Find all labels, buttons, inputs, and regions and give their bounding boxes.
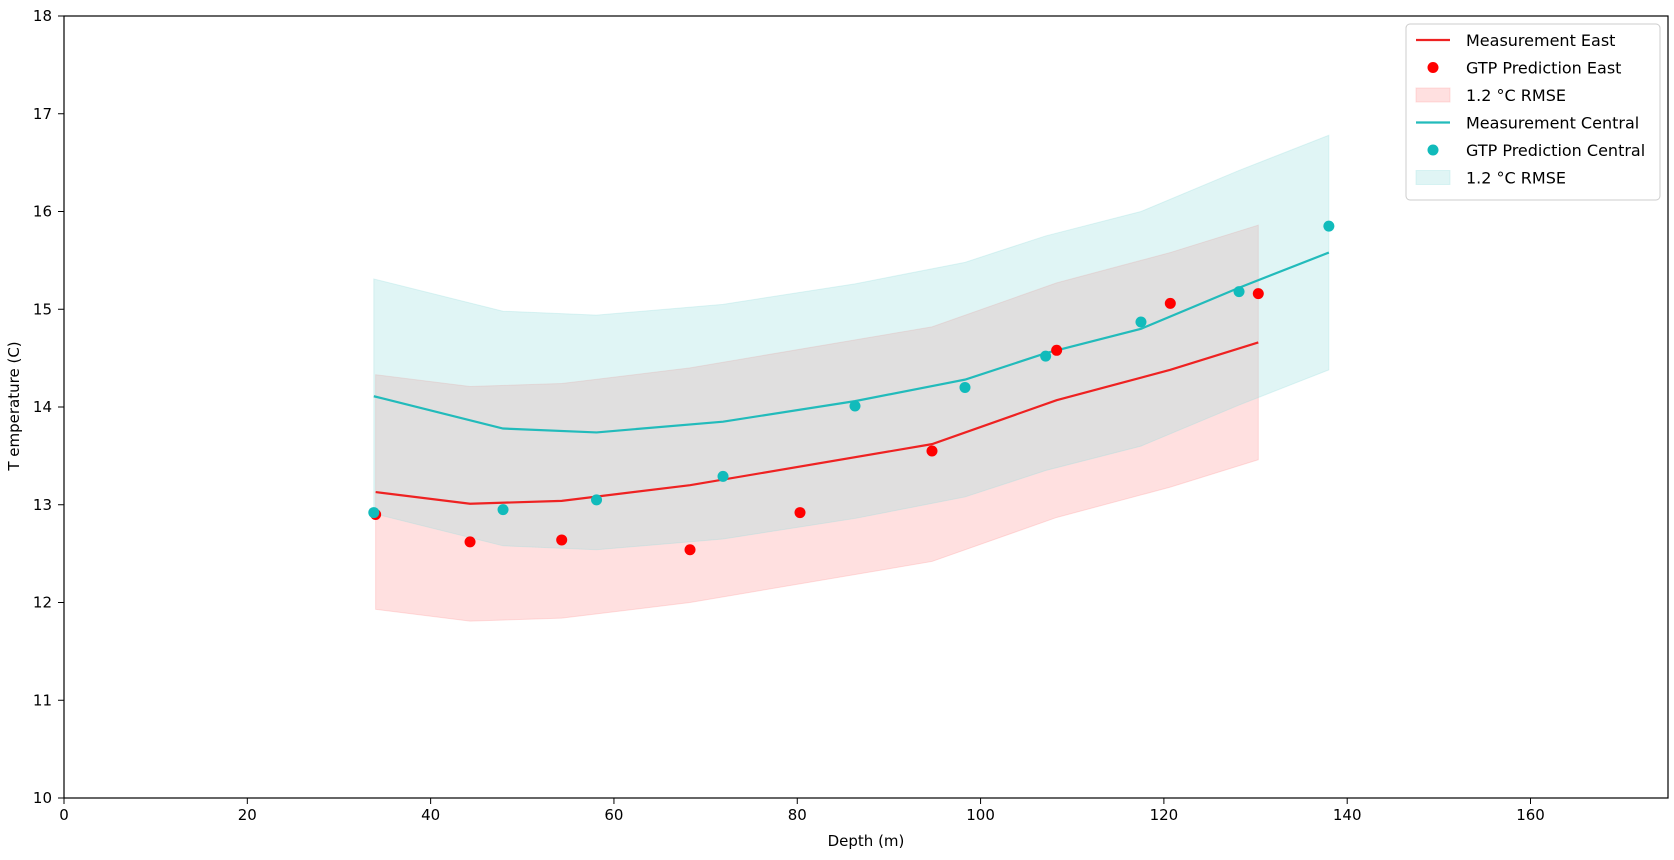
data-point bbox=[1051, 344, 1063, 356]
legend-entry-label: 1.2 °C RMSE bbox=[1466, 169, 1566, 188]
data-point bbox=[464, 536, 476, 548]
bands-layer bbox=[373, 134, 1330, 622]
legend-entry-label: 1.2 °C RMSE bbox=[1466, 86, 1566, 105]
rmse-band-5 bbox=[373, 134, 1330, 551]
x-tick-label: 80 bbox=[788, 806, 807, 824]
y-axis-label: T emperature (C) bbox=[5, 341, 23, 471]
points-layer bbox=[368, 220, 1335, 556]
legend-marker-swatch bbox=[1427, 144, 1439, 156]
data-point bbox=[556, 534, 568, 546]
y-tick-label: 14 bbox=[33, 398, 52, 416]
legend-entry-label: Measurement Central bbox=[1466, 114, 1639, 133]
x-tick-label: 100 bbox=[966, 806, 995, 824]
data-point bbox=[717, 470, 729, 482]
x-tick-label: 20 bbox=[238, 806, 257, 824]
y-tick-label: 18 bbox=[33, 7, 52, 25]
x-tick-label: 120 bbox=[1150, 806, 1179, 824]
data-point bbox=[1040, 350, 1052, 362]
legend-entry-label: GTP Prediction Central bbox=[1466, 141, 1645, 160]
legend-band-swatch bbox=[1415, 87, 1451, 103]
rmse-band-2 bbox=[375, 224, 1259, 622]
x-tick-label: 60 bbox=[604, 806, 623, 824]
data-point bbox=[849, 400, 861, 412]
x-tick-label: 140 bbox=[1333, 806, 1362, 824]
data-point bbox=[926, 445, 938, 457]
data-point bbox=[497, 504, 509, 516]
y-tick-label: 10 bbox=[33, 789, 52, 807]
data-point bbox=[959, 381, 971, 393]
y-tick-label: 17 bbox=[33, 105, 52, 123]
data-point bbox=[368, 507, 380, 519]
data-point bbox=[1164, 297, 1176, 309]
y-tick-label: 11 bbox=[33, 691, 52, 709]
y-tick-label: 12 bbox=[33, 594, 52, 612]
legend-entry-label: Measurement East bbox=[1466, 31, 1615, 50]
y-tick-label: 16 bbox=[33, 203, 52, 221]
data-point bbox=[1233, 286, 1245, 298]
x-tick-label: 160 bbox=[1516, 806, 1545, 824]
series-line-3 bbox=[373, 251, 1330, 434]
legend-box bbox=[1405, 23, 1661, 201]
data-point bbox=[591, 494, 603, 506]
axes-layer: 0 20 40 60 80 100 120 140 160 10 11 12 13 14 15 16 17 18 bbox=[33, 7, 1669, 824]
x-tick-label: 0 bbox=[59, 806, 69, 824]
lines-layer bbox=[373, 251, 1330, 505]
y-tick-label: 13 bbox=[33, 496, 52, 514]
data-point bbox=[794, 507, 806, 519]
legend-marker-swatch bbox=[1427, 62, 1439, 73]
legend-band-swatch bbox=[1415, 170, 1451, 185]
y-tick-label: 15 bbox=[33, 300, 52, 318]
data-point bbox=[1323, 220, 1335, 232]
legend-entry-label: GTP Prediction East bbox=[1466, 59, 1621, 78]
data-point bbox=[1252, 288, 1264, 300]
x-tick-label: 40 bbox=[421, 806, 440, 824]
data-point bbox=[1135, 316, 1147, 328]
legend: Measurement East GTP Prediction East 1.2 °… bbox=[1405, 23, 1661, 201]
x-axis-label: Depth (m) bbox=[828, 832, 905, 850]
data-point bbox=[684, 544, 696, 556]
series-line-0 bbox=[375, 341, 1259, 505]
